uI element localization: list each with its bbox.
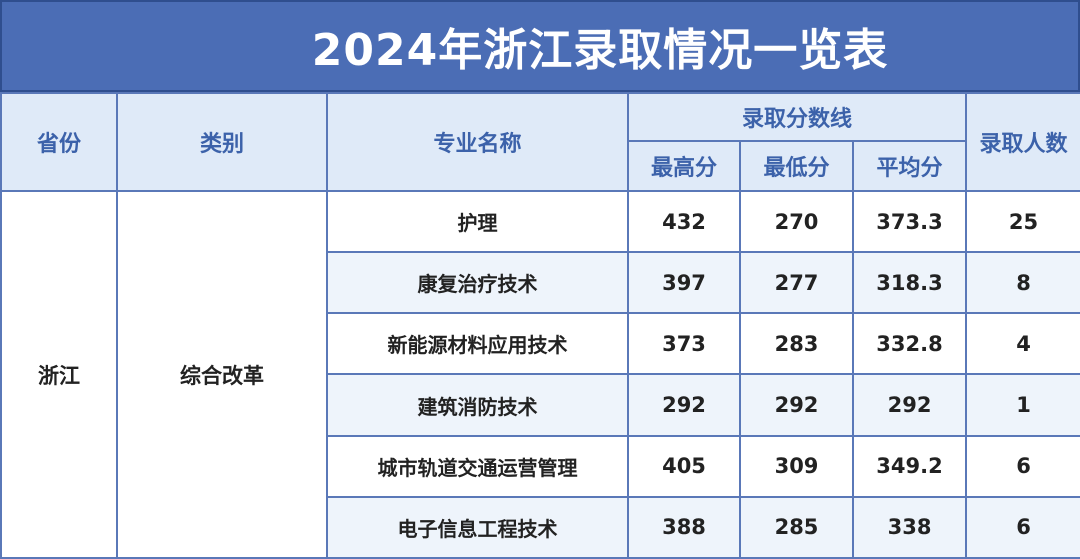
major-cell: 城市轨道交通运营管理 (326, 434, 629, 498)
min-score-cell: 292 (739, 373, 854, 437)
avg-score-cell: 349.2 (851, 434, 968, 498)
header-row-top: 省份 类别 专业名称 录取分数线 录取人数 (0, 92, 1080, 192)
min-score-cell: 277 (739, 251, 854, 315)
admitted-count-cell: 1 (965, 373, 1080, 437)
header-min: 最低分 (739, 140, 854, 192)
max-score-cell: 432 (627, 189, 741, 254)
table-row: 城市轨道交通运营管理 405 309 349.2 6 (1, 434, 1080, 498)
avg-score-cell: 318.3 (851, 251, 968, 315)
max-score-cell: 373 (627, 312, 741, 376)
avg-score-cell: 338 (851, 495, 968, 559)
avg-score-cell: 332.8 (851, 312, 968, 376)
header-major: 专业名称 (326, 92, 629, 192)
admitted-count-cell: 4 (965, 312, 1080, 376)
header-max: 最高分 (627, 140, 741, 192)
title-bar: 2024年浙江录取情况一览表 (0, 0, 1080, 92)
major-cell: 康复治疗技术 (326, 251, 629, 315)
avg-score-cell: 292 (851, 373, 968, 437)
admitted-count-cell: 8 (965, 251, 1080, 315)
header-province: 省份 (0, 92, 118, 192)
min-score-cell: 283 (739, 312, 854, 376)
page-title: 2024年浙江录取情况一览表 (311, 25, 889, 76)
min-score-cell: 270 (739, 189, 854, 254)
avg-score-cell: 373.3 (851, 189, 968, 254)
header-score-line: 录取分数线 (626, 92, 968, 142)
admitted-count-cell: 25 (965, 189, 1080, 254)
category-cell: 综合改革 (116, 190, 328, 559)
table-row: 电子信息工程技术 388 285 338 6 (1, 495, 1080, 559)
major-cell: 电子信息工程技术 (326, 495, 629, 559)
header-row-sub: 最高分 最低分 平均分 (1, 140, 1080, 192)
min-score-cell: 309 (739, 434, 854, 498)
major-cell: 新能源材料应用技术 (326, 312, 629, 376)
admission-table: 省份 类别 专业名称 录取分数线 录取人数 最高分 最低分 平均分 浙江 综合改… (0, 92, 1080, 559)
header-admitted: 录取人数 (965, 92, 1080, 192)
admitted-count-cell: 6 (965, 434, 1080, 498)
max-score-cell: 397 (627, 251, 741, 315)
table-row: 建筑消防技术 292 292 292 1 (1, 373, 1080, 437)
admitted-count-cell: 6 (965, 495, 1080, 559)
max-score-cell: 292 (627, 373, 741, 437)
table-row: 浙江 综合改革 护理 432 270 373.3 25 (0, 189, 1080, 559)
table-row: 新能源材料应用技术 373 283 332.8 4 (1, 312, 1080, 376)
table-row: 康复治疗技术 397 277 318.3 8 (1, 251, 1080, 315)
header-avg: 平均分 (851, 140, 968, 192)
min-score-cell: 285 (739, 495, 854, 559)
max-score-cell: 405 (627, 434, 741, 498)
header-category: 类别 (116, 92, 328, 192)
major-cell: 建筑消防技术 (326, 373, 629, 437)
major-cell: 护理 (326, 189, 629, 254)
max-score-cell: 388 (627, 495, 741, 559)
province-cell: 浙江 (0, 190, 118, 559)
